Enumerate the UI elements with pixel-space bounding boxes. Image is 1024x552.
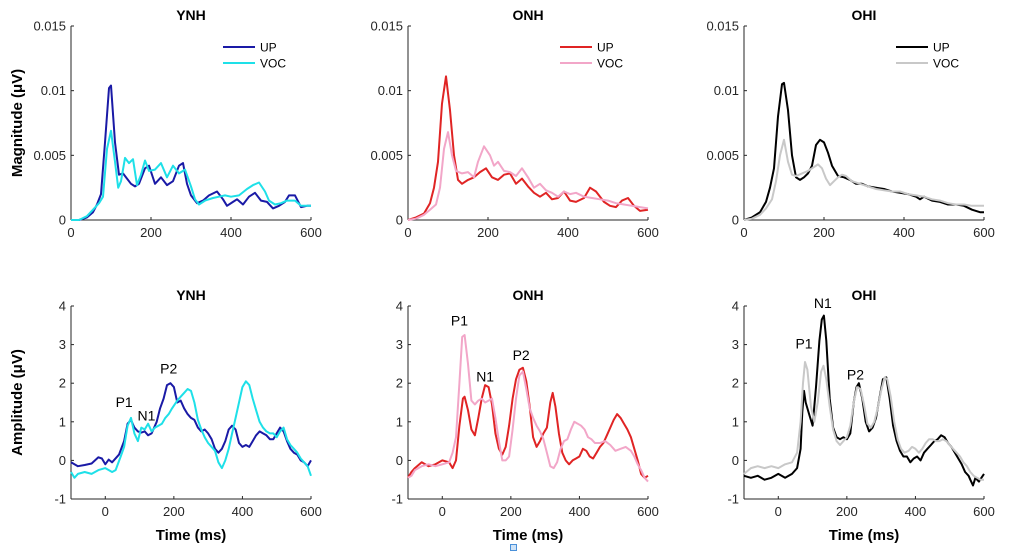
series-up-line <box>71 84 311 221</box>
peak-annotation-label: P2 <box>513 347 530 363</box>
y-tick-label: 0 <box>59 453 66 468</box>
x-tick-label: 200 <box>500 504 522 519</box>
y-tick-label: 0 <box>396 453 403 468</box>
x-tick-label: 0 <box>67 225 74 240</box>
y-tick-label: 1 <box>396 414 403 429</box>
y-axis-label: Amplitude (μV) <box>9 349 26 456</box>
x-axis-label: Time (ms) <box>156 527 227 544</box>
x-tick-label: 0 <box>740 225 747 240</box>
series-line-1 <box>407 366 649 479</box>
series-line-2 <box>407 334 649 483</box>
x-tick-label: 600 <box>300 225 322 240</box>
peak-annotation-label: N1 <box>814 295 832 311</box>
series-voc-line <box>743 138 984 221</box>
chart-title: OHI <box>852 7 877 23</box>
legend-label: VOC <box>933 57 959 71</box>
y-tick-label: 2 <box>732 376 739 391</box>
peak-annotation-label: P1 <box>116 394 133 410</box>
series-up-line <box>743 81 984 221</box>
x-tick-label: 200 <box>140 225 162 240</box>
y-tick-label: 0 <box>59 213 66 228</box>
y-tick-label: 0.005 <box>33 148 66 163</box>
chart-title: ONH <box>512 287 543 303</box>
series-line-1 <box>70 382 312 468</box>
peak-annotation-label: P2 <box>847 366 864 382</box>
legend-label: UP <box>933 41 950 55</box>
x-tick-label: 0 <box>775 504 782 519</box>
y-tick-label: 0 <box>732 213 739 228</box>
y-tick-label: 3 <box>59 337 66 352</box>
chart-panel-1: 0 200 400 600 0 0.005 0.01 0.015 YNH Magnitude (μ… <box>9 7 322 240</box>
series-voc-line <box>407 131 649 221</box>
series-up-line <box>407 75 649 221</box>
y-tick-label: 0 <box>732 453 739 468</box>
peak-annotation-label: P1 <box>451 312 468 328</box>
y-axis-label: Magnitude (μV) <box>9 69 26 177</box>
x-tick-label: 200 <box>163 504 185 519</box>
x-tick-label: 600 <box>300 504 322 519</box>
y-tick-label: 0.005 <box>706 148 739 163</box>
x-axis-label: Time (ms) <box>829 527 900 544</box>
x-tick-label: 600 <box>973 225 995 240</box>
chart-title: YNH <box>176 287 206 303</box>
y-tick-label: 0.015 <box>706 19 739 34</box>
peak-annotation-label: P2 <box>160 361 177 377</box>
peak-annotation-label: N1 <box>137 408 155 424</box>
x-tick-label: 200 <box>477 225 499 240</box>
x-tick-label: 600 <box>973 504 995 519</box>
legend-label: UP <box>597 41 614 55</box>
y-tick-label: 1 <box>59 414 66 429</box>
y-tick-label: -1 <box>391 492 403 507</box>
y-tick-label: 3 <box>732 337 739 352</box>
y-tick-label: 1 <box>732 414 739 429</box>
legend-label: UP <box>260 41 277 55</box>
x-tick-label: 200 <box>836 504 858 519</box>
series-line-2 <box>70 380 312 479</box>
y-tick-label: 3 <box>396 337 403 352</box>
y-tick-label: 0 <box>396 213 403 228</box>
x-axis-label: Time (ms) <box>493 527 564 544</box>
x-tick-label: 400 <box>232 504 254 519</box>
chart-title: ONH <box>512 7 543 23</box>
chart-panel-2: 0 200 400 600 0 0.005 0.01 0.015 ONH UP VOC <box>370 7 658 240</box>
x-tick-label: 400 <box>905 504 927 519</box>
y-tick-label: 2 <box>59 376 66 391</box>
x-tick-label: 0 <box>102 504 109 519</box>
chart-panel-3: 0 200 400 600 0 0.005 0.01 0.015 OHI UP VOC <box>706 7 994 240</box>
x-tick-label: 600 <box>637 225 659 240</box>
y-tick-label: 2 <box>396 376 403 391</box>
x-tick-label: 0 <box>439 504 446 519</box>
series-line-2 <box>743 361 984 481</box>
y-tick-label: 0.01 <box>41 83 66 98</box>
peak-annotation-label: N1 <box>476 368 494 384</box>
x-tick-label: 400 <box>557 225 579 240</box>
y-tick-label: 0.01 <box>378 83 403 98</box>
x-tick-label: 200 <box>813 225 835 240</box>
y-tick-label: -1 <box>727 492 739 507</box>
series-voc-line <box>71 129 311 221</box>
x-tick-label: 600 <box>637 504 659 519</box>
y-tick-label: 0.005 <box>370 148 403 163</box>
x-tick-label: 0 <box>404 225 411 240</box>
selection-handle-icon[interactable] <box>510 544 517 551</box>
chart-title: YNH <box>176 7 206 23</box>
x-tick-label: 400 <box>569 504 591 519</box>
chart-panel-4: 0 200 400 600 -1 0 1 2 3 4 YNH Amplitude (μV) Time (… <box>9 287 322 544</box>
y-tick-label: 4 <box>732 299 739 314</box>
y-tick-label: -1 <box>54 492 66 507</box>
x-tick-label: 400 <box>220 225 242 240</box>
y-tick-label: 4 <box>59 299 66 314</box>
y-tick-label: 0.01 <box>714 83 739 98</box>
legend-label: VOC <box>597 57 623 71</box>
y-tick-label: 4 <box>396 299 403 314</box>
chart-panel-5: 0 200 400 600 -1 0 1 2 3 4 ONH Time (ms) P1 N1 P2 <box>391 287 658 544</box>
peak-annotation-label: P1 <box>795 335 812 351</box>
legend-label: VOC <box>260 57 286 71</box>
y-tick-label: 0.015 <box>370 19 403 34</box>
chart-title: OHI <box>852 287 877 303</box>
y-tick-label: 0.015 <box>33 19 66 34</box>
x-tick-label: 400 <box>893 225 915 240</box>
chart-panel-6: 0 200 400 600 -1 0 1 2 3 4 OHI Time (ms) P1 N1 P2 <box>727 287 994 544</box>
